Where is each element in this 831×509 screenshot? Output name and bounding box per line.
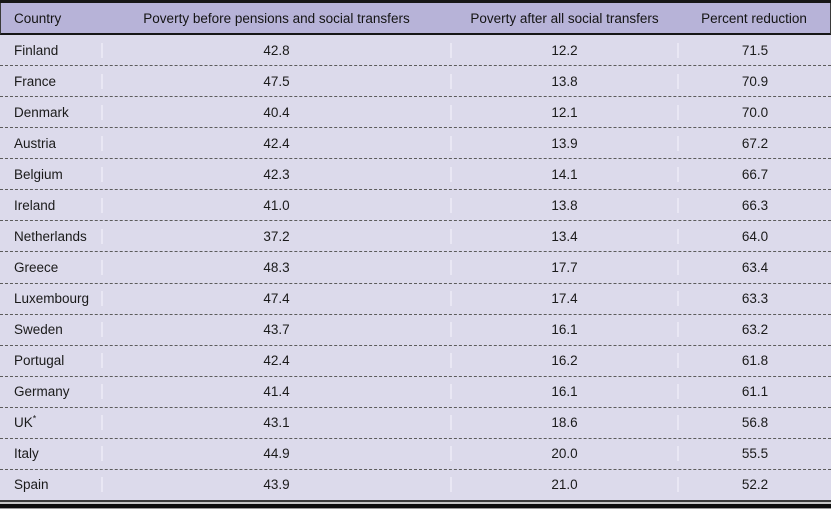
cell-poverty-after: 12.1: [450, 104, 677, 120]
cell-poverty-after: 20.0: [450, 446, 677, 462]
cell-poverty-before: 43.1: [101, 415, 450, 431]
country-label: Germany: [14, 384, 70, 400]
table-row: Portugal 42.4 16.2 61.8: [0, 346, 831, 377]
cell-poverty-before: 43.9: [101, 477, 450, 493]
table-row: Sweden 43.7 16.1 63.2: [0, 315, 831, 346]
cell-poverty-before: 40.4: [101, 104, 450, 120]
cell-poverty-before: 48.3: [101, 259, 450, 275]
cell-percent-reduction: 71.5: [677, 42, 831, 58]
cell-poverty-after: 14.1: [450, 166, 677, 182]
table-row: Finland 42.8 12.2 71.5: [0, 35, 831, 67]
country-label: Belgium: [14, 166, 63, 182]
footnote-marker: *: [32, 413, 37, 424]
cell-percent-reduction: 56.8: [677, 415, 831, 431]
country-label: Sweden: [14, 322, 63, 338]
cell-poverty-before: 42.8: [101, 42, 450, 58]
cell-country: Netherlands: [0, 229, 101, 244]
cell-country: Spain: [0, 477, 101, 492]
cell-country: Ireland: [0, 198, 101, 213]
country-label: Austria: [14, 135, 57, 151]
cell-percent-reduction: 52.2: [677, 477, 831, 493]
cell-poverty-after: 21.0: [450, 477, 677, 493]
country-label: Greece: [14, 259, 59, 275]
table-row: Germany 41.4 16.1 61.1: [0, 377, 831, 408]
cell-percent-reduction: 63.2: [677, 322, 831, 338]
cell-poverty-after: 12.2: [450, 42, 677, 58]
cell-percent-reduction: 66.7: [677, 166, 831, 182]
cell-poverty-before: 44.9: [101, 446, 450, 462]
column-header-reduction: Percent reduction: [701, 10, 807, 26]
table-row: Netherlands 37.2 13.4 64.0: [0, 221, 831, 253]
cell-country: Austria: [0, 136, 101, 151]
cell-percent-reduction: 70.9: [677, 73, 831, 89]
cell-poverty-before: 41.0: [101, 197, 450, 213]
cell-poverty-after: 13.9: [450, 135, 677, 151]
cell-country: Belgium: [0, 167, 101, 182]
column-header-before: Poverty before pensions and social trans…: [143, 10, 410, 26]
cell-percent-reduction: 63.4: [677, 259, 831, 275]
country-label: Netherlands: [14, 228, 87, 244]
cell-poverty-after: 18.6: [450, 415, 677, 431]
cell-percent-reduction: 61.8: [677, 353, 831, 369]
cell-country: Portugal: [0, 353, 101, 368]
cell-percent-reduction: 66.3: [677, 197, 831, 213]
table-row: Italy 44.9 20.0 55.5: [0, 439, 831, 470]
cell-country: Sweden: [0, 322, 101, 337]
cell-poverty-after: 17.4: [450, 291, 677, 307]
country-label: Spain: [14, 477, 49, 493]
cell-country: France: [0, 74, 101, 89]
cell-poverty-before: 47.5: [101, 73, 450, 89]
cell-poverty-after: 16.2: [450, 353, 677, 369]
country-label: Luxembourg: [14, 291, 90, 307]
country-label: Italy: [14, 446, 39, 462]
cell-poverty-before: 43.7: [101, 322, 450, 338]
column-header-country: Country: [14, 10, 62, 26]
cell-poverty-after: 13.8: [450, 197, 677, 213]
cell-country: Denmark: [0, 105, 101, 120]
cell-percent-reduction: 61.1: [677, 384, 831, 400]
table-row: Austria 42.4 13.9 67.2: [0, 128, 831, 160]
table-row: UK* 43.1 18.6 56.8: [0, 408, 831, 439]
cell-poverty-before: 42.4: [101, 353, 450, 369]
cell-country: Germany: [0, 384, 101, 399]
country-label: UK: [14, 415, 33, 431]
cell-poverty-after: 13.4: [450, 228, 677, 244]
cell-percent-reduction: 67.2: [677, 135, 831, 151]
cell-poverty-after: 16.1: [450, 384, 677, 400]
cell-poverty-after: 17.7: [450, 259, 677, 275]
cell-country: Italy: [0, 446, 101, 461]
country-label: Ireland: [14, 197, 56, 213]
table-row: Spain 43.9 21.0 52.2: [0, 470, 831, 500]
table-row: Belgium 42.3 14.1 66.7: [0, 159, 831, 191]
cell-country: UK*: [0, 413, 101, 431]
country-label: France: [14, 73, 57, 89]
cell-percent-reduction: 64.0: [677, 228, 831, 244]
column-header-after: Poverty after all social transfers: [470, 10, 659, 26]
table-row: Greece 48.3 17.7 63.4: [0, 252, 831, 284]
cell-poverty-before: 42.4: [101, 135, 450, 151]
table-row: Ireland 41.0 13.8 66.3: [0, 190, 831, 222]
table-row: Denmark 40.4 12.1 70.0: [0, 97, 831, 129]
cell-poverty-before: 47.4: [101, 291, 450, 307]
cell-percent-reduction: 70.0: [677, 104, 831, 120]
country-label: Portugal: [14, 353, 65, 369]
cell-poverty-before: 37.2: [101, 228, 450, 244]
table-body: Finland 42.8 12.2 71.5 France 47.5 13.8 …: [0, 35, 831, 500]
cell-poverty-after: 13.8: [450, 73, 677, 89]
cell-poverty-before: 41.4: [101, 384, 450, 400]
table-row: France 47.5 13.8 70.9: [0, 66, 831, 98]
country-label: Denmark: [14, 104, 69, 120]
cell-country: Finland: [0, 43, 101, 58]
table-row: Luxembourg 47.4 17.4 63.3: [0, 284, 831, 315]
table-header-row: Country Poverty before pensions and soci…: [0, 3, 831, 35]
cell-percent-reduction: 63.3: [677, 291, 831, 307]
cell-poverty-before: 42.3: [101, 166, 450, 182]
bottom-double-rule: [0, 500, 831, 509]
cell-percent-reduction: 55.5: [677, 446, 831, 462]
cell-country: Greece: [0, 260, 101, 275]
cell-poverty-after: 16.1: [450, 322, 677, 338]
country-label: Finland: [14, 42, 59, 58]
cell-country: Luxembourg: [0, 291, 101, 306]
